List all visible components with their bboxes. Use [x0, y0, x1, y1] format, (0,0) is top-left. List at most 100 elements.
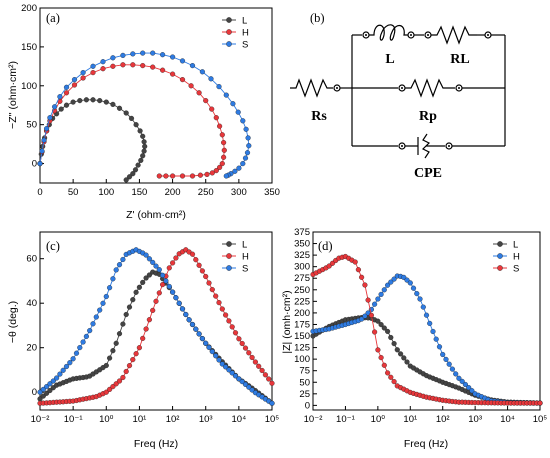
- series-s: [37, 50, 252, 179]
- data-point-s: [110, 276, 116, 282]
- data-point-s: [70, 356, 76, 362]
- data-point-h: [232, 330, 239, 336]
- panel-a-xtick-label: 100: [98, 187, 114, 198]
- panel-d-xtick-label: 10⁵: [533, 414, 548, 425]
- data-point-s: [193, 326, 199, 332]
- data-point-s: [40, 386, 46, 392]
- panel-a-ylabel: −Z'' (ohm·cm²): [7, 61, 19, 129]
- panel-d-frame: [312, 231, 541, 411]
- data-point-l: [126, 304, 133, 310]
- data-point-h: [466, 385, 472, 391]
- panel-c-xtick-label: 10²: [166, 414, 180, 425]
- data-point-s: [239, 379, 245, 385]
- data-point-h: [130, 357, 136, 363]
- data-point-l: [63, 102, 70, 108]
- data-point-h: [362, 313, 368, 319]
- data-point-s: [223, 92, 229, 98]
- data-point-h: [221, 154, 227, 160]
- panel-a-xlabel: Z' (ohm·cm²): [126, 209, 186, 221]
- panel-a-xtick-label: 50: [68, 187, 79, 198]
- data-point-s: [368, 312, 374, 318]
- data-point-s: [230, 101, 236, 107]
- data-point-h: [417, 296, 423, 302]
- panel-a-ticks: 0 50 100 150 200 250 300 350 0 50 100 150 200: [21, 3, 280, 198]
- series-line-s: [312, 256, 540, 404]
- data-point-s: [47, 115, 53, 121]
- data-point-h: [90, 70, 96, 76]
- data-point-l: [47, 387, 53, 394]
- data-point-s: [150, 50, 156, 56]
- data-point-h: [433, 336, 439, 342]
- data-point-h: [209, 170, 215, 176]
- data-point-h: [414, 291, 420, 297]
- data-point-s: [110, 55, 116, 61]
- panel-c-xtick-label: 10⁻¹: [64, 414, 83, 425]
- panel-c-frame: [39, 231, 273, 411]
- data-point-s: [388, 374, 394, 380]
- data-point-l: [90, 97, 96, 103]
- data-point-h: [266, 376, 272, 382]
- data-point-h: [259, 367, 265, 374]
- label-l: L: [385, 52, 394, 67]
- data-point-l: [103, 99, 109, 105]
- data-point-s: [166, 283, 172, 290]
- data-point-s: [107, 285, 113, 291]
- panel-a-ytick-label: 200: [21, 3, 37, 14]
- data-point-l: [83, 97, 89, 103]
- data-point-s: [232, 168, 238, 174]
- data-point-h: [239, 340, 245, 347]
- data-point-l: [130, 297, 136, 303]
- data-point-s: [80, 70, 86, 76]
- data-point-l: [133, 289, 139, 295]
- data-point-h: [163, 173, 169, 179]
- data-point-h: [217, 164, 223, 170]
- data-point-s: [41, 137, 47, 143]
- data-point-s: [216, 357, 222, 363]
- panel-d-xtick-label: 10⁻²: [304, 414, 323, 425]
- data-point-s: [236, 165, 242, 171]
- data-point-l: [132, 167, 139, 173]
- data-point-h: [203, 98, 209, 104]
- panel-d-xtick-label: 10⁰: [371, 414, 386, 425]
- legend-marker-h: [226, 29, 232, 35]
- data-point-h: [388, 279, 394, 285]
- data-point-h: [209, 106, 215, 112]
- data-point-h: [246, 350, 252, 356]
- legend-label-s: S: [242, 40, 248, 51]
- data-point-l: [398, 351, 404, 357]
- data-point-l: [378, 322, 384, 328]
- data-point-s: [245, 135, 251, 141]
- data-point-l: [116, 331, 123, 337]
- label-cpe: CPE: [414, 166, 442, 181]
- panel-c-xtick-label: 10⁴: [232, 414, 247, 425]
- panel-a-ytick-label: 100: [21, 81, 37, 92]
- data-point-s: [113, 267, 119, 273]
- panel-d-ytick-label: 250: [294, 285, 310, 296]
- data-point-s: [130, 51, 136, 57]
- data-point-h: [242, 345, 249, 351]
- panel-d-xtick-label: 10⁴: [500, 414, 515, 425]
- inductor-l: [369, 24, 408, 41]
- data-point-h: [420, 304, 426, 310]
- series-line-h: [312, 275, 541, 404]
- data-point-h: [219, 132, 225, 138]
- data-point-l: [141, 139, 147, 145]
- series-h: [310, 273, 543, 406]
- data-point-s: [57, 94, 63, 100]
- data-point-h: [140, 335, 146, 341]
- data-point-l: [44, 390, 50, 396]
- cpe-node-left-dot: [401, 145, 403, 147]
- panel-d-xtick-label: 10¹: [403, 414, 417, 425]
- l-node-left-dot: [365, 34, 367, 36]
- data-point-s: [243, 126, 249, 132]
- panel-a-xtick-label: 0: [37, 187, 42, 198]
- data-point-h: [160, 67, 166, 73]
- panel-a-xtick-label: 150: [131, 187, 147, 198]
- data-point-h: [427, 320, 433, 326]
- data-point-s: [232, 373, 239, 379]
- data-point-s: [52, 104, 58, 110]
- data-point-s: [229, 370, 235, 376]
- data-point-h: [385, 282, 391, 288]
- data-point-h: [120, 62, 126, 68]
